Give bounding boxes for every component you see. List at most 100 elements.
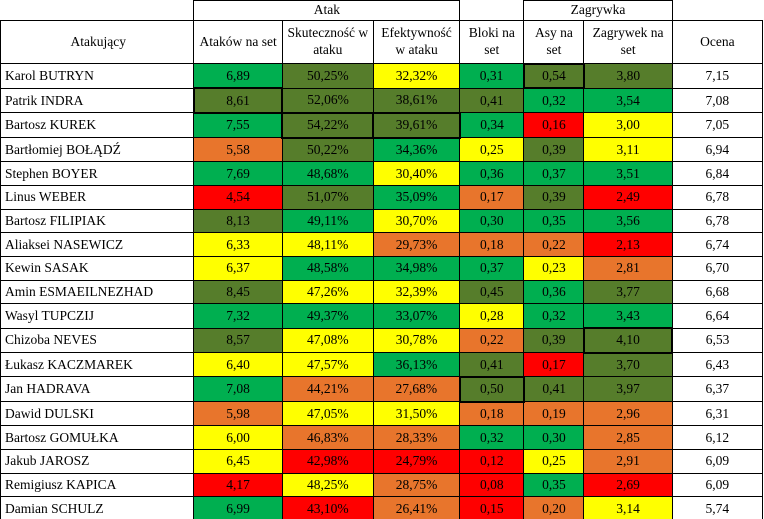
table-row: Dawid DULSKI 5,98 47,05% 31,50% 0,18 0,19 2,96… — [0, 401, 764, 427]
stat-cell: 0,12 — [459, 449, 525, 474]
stat-cell: 0,41 — [459, 87, 525, 114]
stat-cell: 0,30 — [523, 425, 585, 450]
table-row: Wasyl TUPCZIJ 7,32 49,37% 33,07% 0,28 0,32 3,4… — [0, 303, 764, 329]
rating-cell: 6,68 — [671, 279, 764, 305]
rating-cell: 6,37 — [671, 376, 764, 403]
player-name-cell: Wasyl TUPCZIJ — [0, 303, 195, 329]
stat-cell: 0,22 — [459, 327, 525, 354]
stat-cell: 8,61 — [192, 87, 284, 114]
blank-above-rating — [672, 0, 763, 21]
stat-cell: 8,13 — [193, 208, 283, 234]
attack-success-header: Skuteczność w ataku — [281, 20, 374, 64]
player-name-cell: Damian SCHULZ — [0, 496, 195, 519]
stat-cell: 0,22 — [523, 232, 585, 257]
stat-cell: 7,69 — [193, 161, 283, 186]
table-row: Aliaksei NASEWICZ 6,33 48,11% 29,73% 0,18 0,2… — [0, 232, 764, 257]
rating-cell: 6,78 — [671, 208, 764, 234]
stat-cell: 0,32 — [523, 87, 585, 114]
rating-cell: 5,74 — [671, 496, 764, 519]
stat-cell: 6,00 — [193, 425, 283, 450]
stat-cell: 0,18 — [459, 401, 525, 427]
stat-cell: 6,40 — [193, 352, 283, 378]
stat-cell: 0,16 — [523, 112, 585, 139]
group-header-row: Atak Zagrywka — [0, 0, 763, 21]
blank-above-blocks — [459, 0, 524, 21]
stat-cell: 3,80 — [583, 63, 673, 89]
player-name-cell: Jan HADRAVA — [0, 376, 195, 403]
table-row: Patrik INDRA 8,61 52,06% 38,61% 0,41 0,32 3,54… — [0, 87, 764, 114]
stat-cell: 6,99 — [193, 496, 283, 519]
player-name-cell: Amin ESMAEILNEZHAD — [0, 279, 195, 305]
stat-cell: 0,17 — [523, 352, 585, 378]
attacker-column-header: Atakujący — [0, 20, 195, 64]
stat-cell: 0,08 — [459, 472, 525, 498]
player-name-cell: Chizoba NEVES — [0, 327, 195, 354]
stat-cell: 48,68% — [281, 161, 374, 186]
stat-cell: 4,10 — [582, 327, 674, 354]
stat-cell: 3,43 — [583, 303, 673, 329]
stat-cell: 26,41% — [372, 496, 461, 519]
player-name-cell: Bartosz GOMUŁKA — [0, 425, 195, 450]
stat-cell: 38,61% — [372, 87, 461, 114]
stat-cell: 0,28 — [459, 303, 525, 329]
stat-cell: 0,32 — [459, 425, 525, 450]
player-name-cell: Kewin SASAK — [0, 256, 195, 281]
stat-cell: 0,31 — [459, 63, 525, 89]
table-row: Bartosz GOMUŁKA 6,00 46,83% 28,33% 0,32 0,30 2… — [0, 425, 764, 450]
stat-cell: 0,36 — [459, 161, 525, 186]
table-row: Karol BUTRYN 6,89 50,25% 32,32% 0,31 0,54 3,80… — [0, 62, 764, 90]
stat-cell: 50,22% — [281, 137, 374, 163]
player-name-cell: Karol BUTRYN — [0, 63, 195, 89]
blank-corner — [0, 0, 194, 21]
stat-cell: 49,11% — [281, 208, 374, 234]
stat-cell: 30,78% — [372, 327, 461, 354]
stat-cell: 27,68% — [372, 376, 461, 403]
player-name-cell: Remigiusz KAPICA — [0, 472, 195, 498]
stat-cell: 4,17 — [193, 472, 283, 498]
stat-cell: 48,58% — [281, 256, 374, 281]
stat-cell: 2,81 — [583, 256, 673, 281]
stat-cell: 39,61% — [372, 111, 461, 139]
column-header-row: Atakujący Ataków na set Skuteczność w at… — [0, 20, 764, 64]
rating-cell: 7,15 — [671, 63, 764, 89]
stat-cell: 54,22% — [281, 111, 375, 139]
stat-cell: 3,51 — [583, 161, 673, 186]
player-name-cell: Linus WEBER — [0, 184, 195, 210]
rating-cell: 6,43 — [671, 352, 764, 378]
rating-column-header: Ocena — [671, 20, 764, 64]
stat-cell: 47,05% — [281, 401, 374, 427]
player-name-cell: Jakub JAROSZ — [0, 449, 195, 474]
rating-cell: 6,78 — [671, 184, 764, 210]
stat-cell: 29,73% — [372, 232, 461, 257]
stat-cell: 44,21% — [281, 376, 374, 403]
stat-cell: 0,39 — [523, 137, 585, 163]
stat-cell: 3,97 — [583, 376, 673, 403]
stat-cell: 47,57% — [281, 352, 374, 378]
player-name-cell: Stephen BOYER — [0, 161, 195, 186]
stat-cell: 0,25 — [523, 449, 585, 474]
rating-cell: 6,70 — [671, 256, 764, 281]
attacks-per-set-header: Ataków na set — [193, 20, 283, 64]
stat-cell: 30,70% — [372, 208, 461, 234]
stat-cell: 6,45 — [193, 449, 283, 474]
stat-cell: 7,32 — [193, 303, 283, 329]
rating-cell: 6,53 — [671, 327, 764, 354]
stat-cell: 0,35 — [523, 208, 585, 234]
stat-cell: 3,77 — [583, 279, 673, 305]
table-row: Damian SCHULZ 6,99 43,10% 26,41% 0,15 0,20 3,1… — [0, 496, 764, 519]
rating-cell: 6,12 — [671, 425, 764, 450]
player-name-cell: Bartosz FILIPIAK — [0, 208, 195, 234]
stat-cell: 34,36% — [372, 137, 461, 163]
stat-cell: 0,54 — [522, 62, 585, 90]
stat-cell: 7,55 — [193, 112, 283, 139]
stat-cell: 50,25% — [281, 63, 374, 89]
player-name-cell: Aliaksei NASEWICZ — [0, 232, 195, 257]
rating-cell: 7,05 — [671, 112, 764, 139]
stat-cell: 32,32% — [372, 63, 461, 89]
stat-cell: 3,00 — [583, 112, 673, 139]
rating-cell: 6,64 — [671, 303, 764, 329]
stat-cell: 24,79% — [372, 449, 461, 474]
stat-cell: 2,49 — [583, 184, 673, 210]
player-name-cell: Bartosz KUREK — [0, 112, 195, 139]
